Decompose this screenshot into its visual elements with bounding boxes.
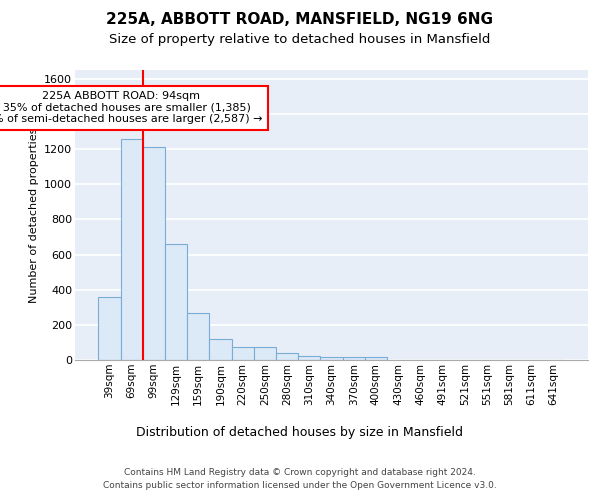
Bar xyxy=(276,354,298,360)
Bar xyxy=(343,358,365,360)
Text: Size of property relative to detached houses in Mansfield: Size of property relative to detached ho… xyxy=(109,32,491,46)
Bar xyxy=(121,140,143,360)
Bar xyxy=(254,347,276,360)
Bar xyxy=(232,347,254,360)
Bar xyxy=(187,312,209,360)
Text: Contains public sector information licensed under the Open Government Licence v3: Contains public sector information licen… xyxy=(103,480,497,490)
Text: 225A, ABBOTT ROAD, MANSFIELD, NG19 6NG: 225A, ABBOTT ROAD, MANSFIELD, NG19 6NG xyxy=(107,12,493,28)
Bar xyxy=(143,148,165,360)
Bar xyxy=(98,296,121,360)
Text: 225A ABBOTT ROAD: 94sqm
← 35% of detached houses are smaller (1,385)
65% of semi: 225A ABBOTT ROAD: 94sqm ← 35% of detache… xyxy=(0,91,262,124)
Text: Contains HM Land Registry data © Crown copyright and database right 2024.: Contains HM Land Registry data © Crown c… xyxy=(124,468,476,477)
Y-axis label: Number of detached properties: Number of detached properties xyxy=(29,128,38,302)
Bar xyxy=(209,339,232,360)
Text: Distribution of detached houses by size in Mansfield: Distribution of detached houses by size … xyxy=(137,426,464,439)
Bar xyxy=(365,358,387,360)
Bar xyxy=(298,356,320,360)
Bar xyxy=(165,244,187,360)
Bar xyxy=(320,358,343,360)
